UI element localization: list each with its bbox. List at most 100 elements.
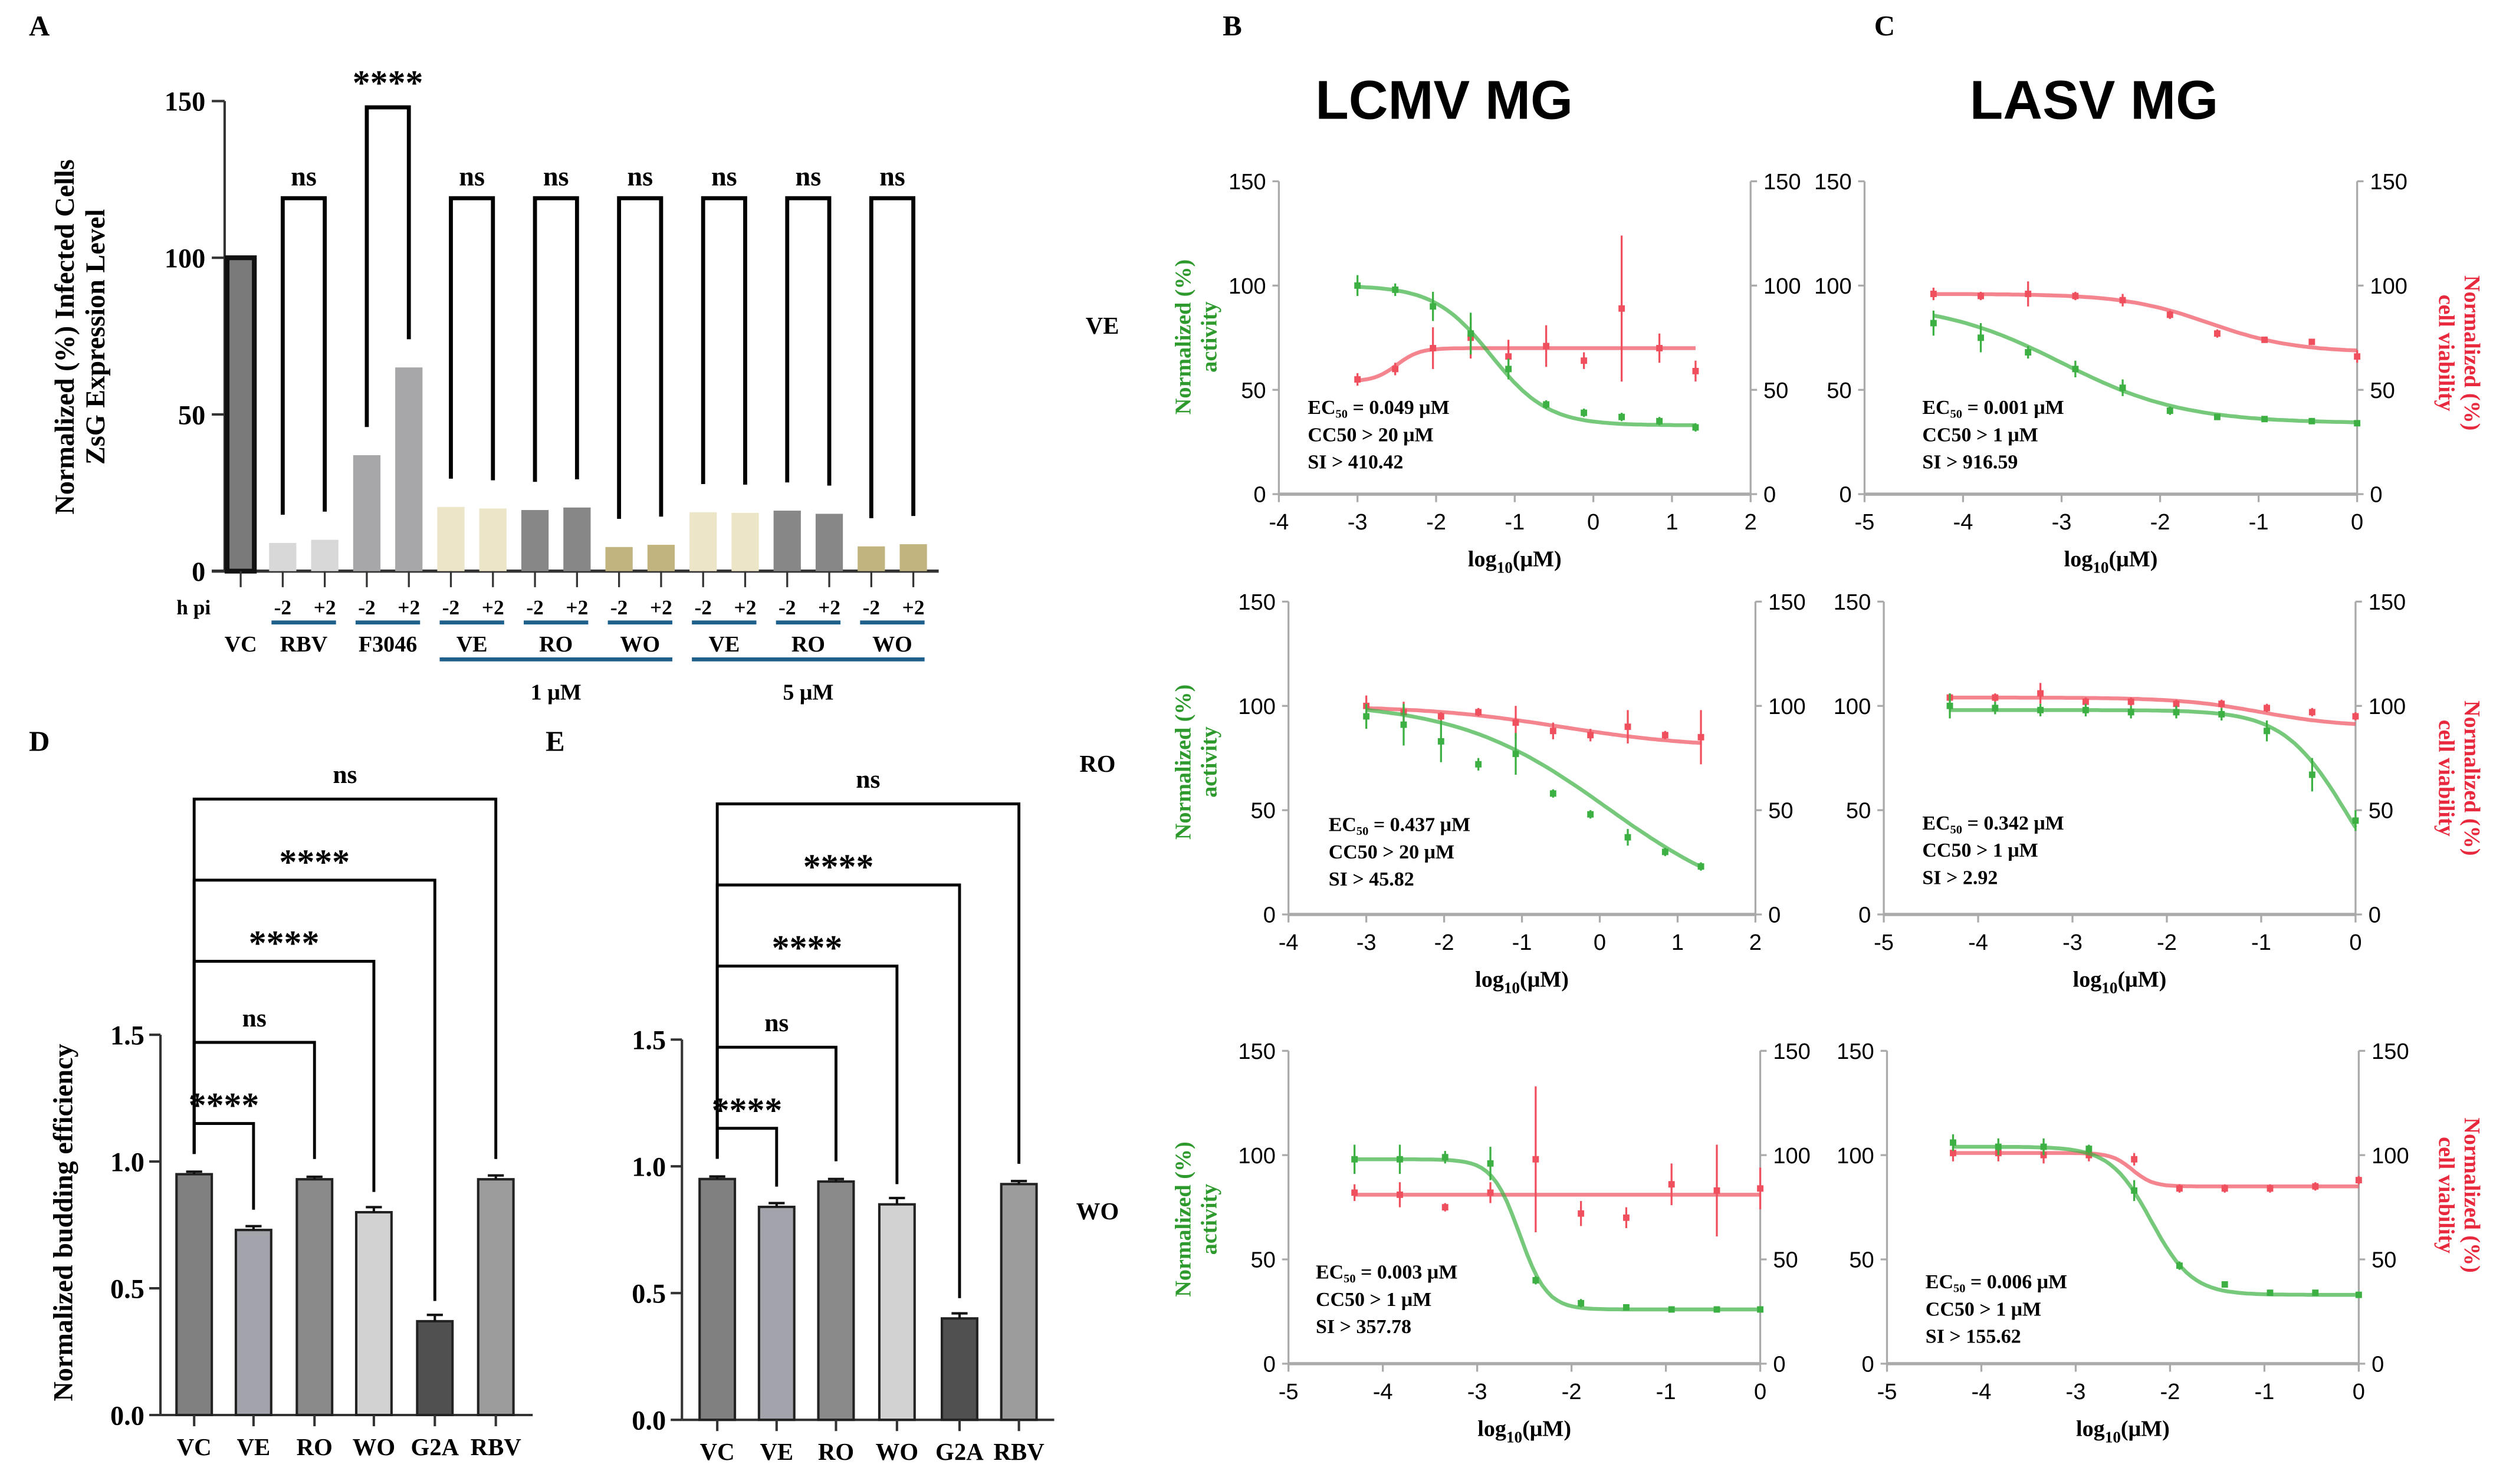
viability-data-point [2025, 291, 2032, 297]
viability-data-point [1397, 1191, 1403, 1198]
left-y-tick-label: 50 [1251, 799, 1276, 824]
right-y-tick-label: 100 [1773, 1144, 1811, 1169]
left-y-tick-label: 150 [1238, 590, 1276, 615]
hpi-value: -2 [779, 595, 796, 619]
activity-data-point [1618, 413, 1625, 420]
activity-data-point [1543, 401, 1550, 408]
x-tick-label: -2 [2157, 930, 2177, 955]
fit-annotation: CC50 > 1 μM [1922, 424, 2038, 446]
significance-label: **** [353, 63, 423, 102]
significance-label: **** [189, 1086, 260, 1125]
bar [647, 545, 675, 571]
activity-data-point [2040, 1143, 2047, 1150]
significance-bracket [449, 196, 495, 481]
activity-data-point [1668, 1306, 1675, 1313]
fit-annotation: SI > 357.78 [1316, 1316, 1411, 1338]
activity-data-point [1622, 1304, 1630, 1311]
axis-title: Normalized (%) [1171, 259, 1196, 414]
xlabel-sub: 10 [1504, 979, 1520, 996]
axis-title: activity [1197, 1184, 1221, 1255]
x-tick-label: -4 [1269, 510, 1289, 535]
x-tick-label: 1 [1671, 930, 1684, 955]
bar [689, 512, 717, 571]
activity-data-point [1661, 848, 1668, 855]
activity-data-point [2072, 366, 2079, 373]
bar [479, 508, 507, 571]
activity-data-point [1363, 713, 1370, 720]
activity-data-point [1437, 738, 1444, 745]
activity-data-point [1587, 811, 1594, 818]
significance-label: ns [333, 761, 357, 789]
x-tick-label: -2 [2150, 510, 2170, 535]
activity-data-point [2261, 416, 2268, 423]
hpi-value: -2 [694, 595, 711, 619]
viability-data-point [2082, 698, 2089, 705]
left-y-tick-label: 150 [1834, 590, 1871, 615]
xlabel-unit: (μM) [1513, 547, 1562, 572]
xlabel-unit: (μM) [1522, 1416, 1571, 1441]
axis-title: cell viability [2433, 295, 2458, 412]
viability-data-point [1692, 367, 1699, 374]
activity-fit-curve [1357, 285, 1696, 427]
x-axis-title: log10(μM) [1475, 967, 1569, 996]
xlabel-base: log [1468, 547, 1497, 572]
y-tick-label: 1.5 [632, 1026, 666, 1056]
xlabel-base: log [1475, 967, 1504, 992]
title-lcmv: LCMV MG [1315, 69, 1573, 130]
activity-data-point [2264, 728, 2270, 735]
significance-label: **** [249, 924, 320, 963]
y-tick-label: 150 [165, 87, 205, 117]
y-tick-label: 1.0 [110, 1147, 144, 1177]
x-tick-label: -1 [2249, 510, 2269, 535]
hpi-value: +2 [650, 595, 672, 619]
xlabel-base: log [2076, 1416, 2105, 1441]
viability-data-point [2176, 1185, 2183, 1192]
viability-data-point [2267, 1185, 2274, 1192]
group-label: WO [620, 632, 660, 657]
viability-data-point [1437, 713, 1444, 720]
left-y-tick-label: 150 [1814, 170, 1852, 195]
panel-letter: C [1874, 9, 1895, 42]
x-tick-label: RO [818, 1439, 854, 1465]
viability-data-point [2355, 1177, 2362, 1184]
panel-letter: B [1223, 9, 1242, 42]
activity-data-point [1581, 409, 1588, 416]
x-tick-label: RBV [471, 1434, 521, 1460]
activity-data-point [2308, 417, 2315, 425]
y-tick-label: 1.5 [110, 1021, 144, 1051]
right-y-tick-label: 0 [2372, 1353, 2384, 1377]
activity-data-point [2085, 1146, 2093, 1153]
viability-data-point [1543, 343, 1550, 350]
hpi-value: -2 [442, 595, 459, 619]
right-y-tick-label: 150 [2372, 1039, 2409, 1064]
significance-label: ns [879, 162, 905, 192]
panel-letter: D [29, 725, 50, 757]
bar [878, 1203, 916, 1422]
axis-title: Normalized (%) [1171, 685, 1196, 840]
viability-data-point [1532, 1156, 1539, 1163]
viability-data-point [1549, 728, 1556, 735]
bar [175, 1173, 214, 1417]
activity-fit-curve [1354, 1157, 1760, 1312]
significance-label: ns [291, 162, 317, 192]
bar [353, 455, 381, 571]
activity-data-point [1351, 1156, 1358, 1163]
activity-data-point [1656, 417, 1663, 425]
activity-data-point [1692, 424, 1699, 431]
viability-data-point [2173, 700, 2180, 708]
axis-title: activity [1197, 301, 1221, 373]
axis-title: ZsG Expression Level [81, 209, 111, 465]
left-y-tick-label: 100 [1238, 1144, 1276, 1169]
viability-data-point [1392, 366, 1399, 373]
left-y-tick-label: 50 [1849, 1248, 1874, 1273]
axis-title: Normalized (%) [2459, 700, 2484, 855]
viability-data-point [1656, 345, 1663, 351]
y-tick-label: 0 [192, 557, 205, 587]
activity-data-point [2127, 709, 2134, 716]
right-y-tick-label: 50 [2370, 379, 2395, 403]
activity-data-point [2221, 1281, 2228, 1288]
activity-data-point [2082, 706, 2089, 713]
viability-data-point [1441, 1204, 1448, 1211]
viability-fit-curve [1933, 292, 2357, 353]
significance-bracket [701, 196, 747, 485]
